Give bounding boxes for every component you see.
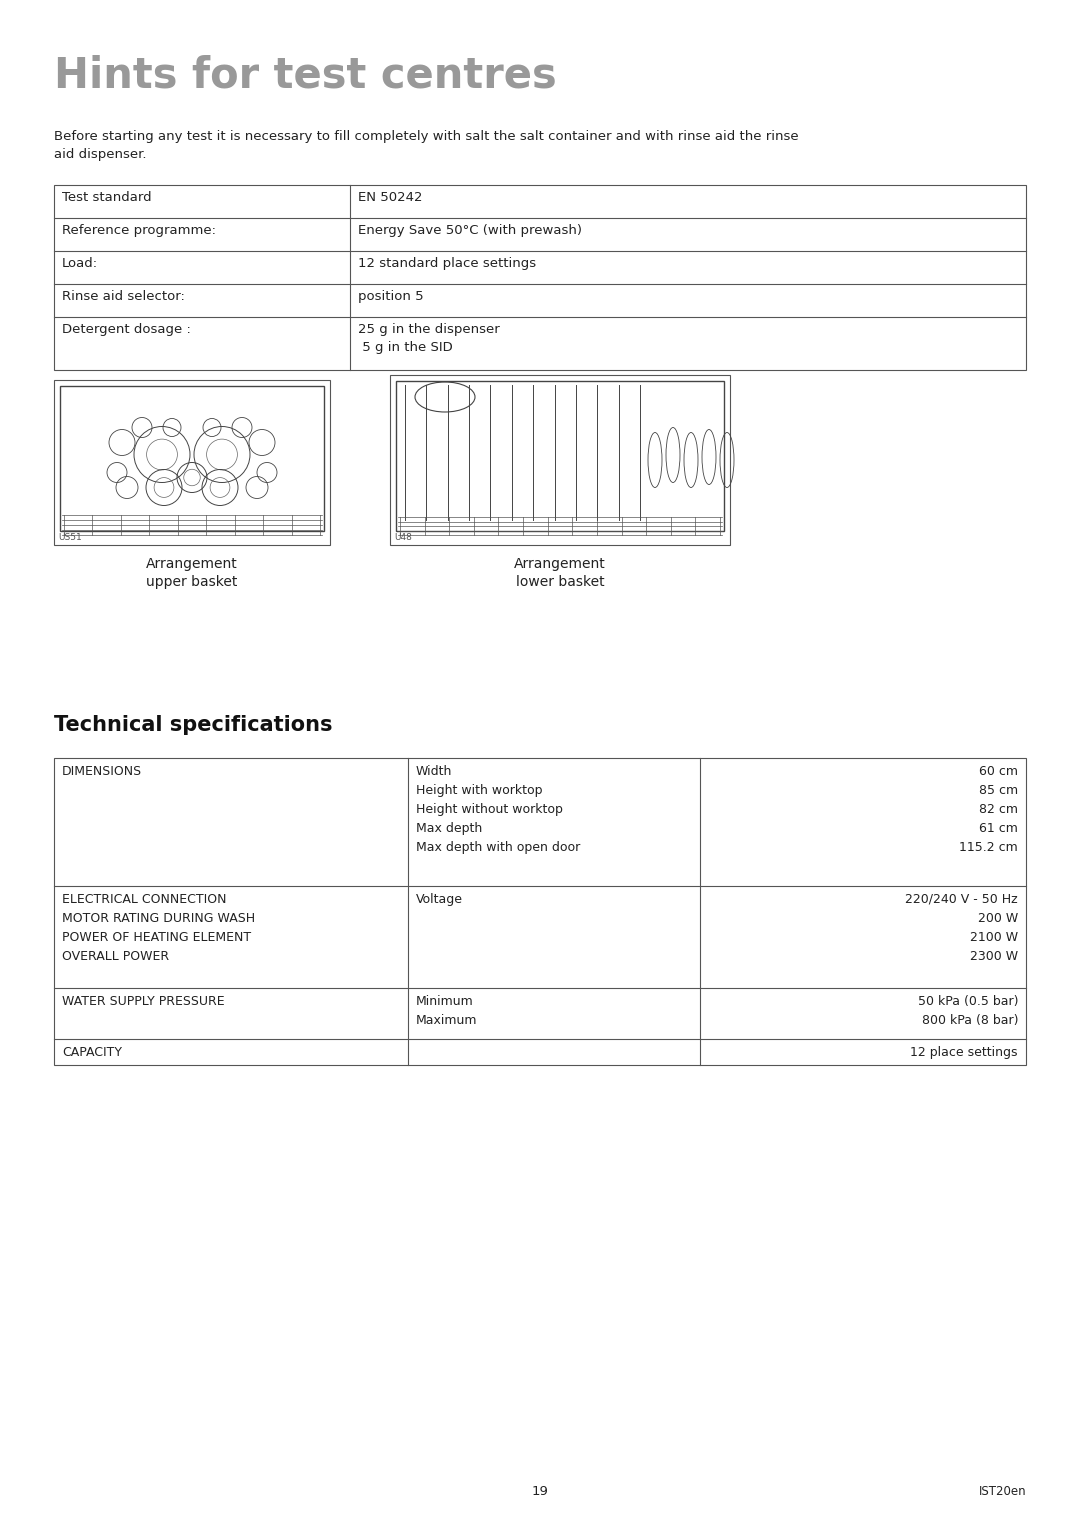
Text: Reference programme:: Reference programme: [62,224,216,237]
Text: US51: US51 [58,533,82,542]
Text: Hints for test centres: Hints for test centres [54,55,557,98]
Text: Before starting any test it is necessary to fill completely with salt the salt c: Before starting any test it is necessary… [54,130,798,162]
Text: 25 g in the dispenser
 5 g in the SID: 25 g in the dispenser 5 g in the SID [357,324,500,354]
Text: upper basket: upper basket [146,575,238,589]
Text: Load:: Load: [62,256,98,270]
Text: 220/240 V - 50 Hz
200 W
2100 W
2300 W: 220/240 V - 50 Hz 200 W 2100 W 2300 W [905,893,1018,963]
Text: Width
Height with worktop
Height without worktop
Max depth
Max depth with open d: Width Height with worktop Height without… [416,765,580,855]
Text: 60 cm
85 cm
82 cm
61 cm
115.2 cm: 60 cm 85 cm 82 cm 61 cm 115.2 cm [959,765,1018,855]
Text: Technical specifications: Technical specifications [54,716,333,736]
Bar [54,380,330,545]
Text: ELECTRICAL CONNECTION
MOTOR RATING DURING WASH
POWER OF HEATING ELEMENT
OVERALL : ELECTRICAL CONNECTION MOTOR RATING DURIN… [62,893,255,963]
Bar [54,185,1026,369]
Text: 50 kPa (0.5 bar)
800 kPa (8 bar): 50 kPa (0.5 bar) 800 kPa (8 bar) [918,995,1018,1027]
Text: 19: 19 [531,1485,549,1499]
Text: lower basket: lower basket [515,575,605,589]
Text: 12 standard place settings: 12 standard place settings [357,256,536,270]
Text: Arrangement: Arrangement [146,557,238,571]
Bar [396,382,724,531]
Text: Minimum
Maximum: Minimum Maximum [416,995,477,1027]
Bar [60,386,324,531]
Text: IST20en: IST20en [978,1485,1026,1499]
Text: Test standard: Test standard [62,191,151,204]
Bar [390,375,730,545]
Text: WATER SUPPLY PRESSURE: WATER SUPPLY PRESSURE [62,995,225,1009]
Text: EN 50242: EN 50242 [357,191,422,204]
Text: Rinse aid selector:: Rinse aid selector: [62,290,185,304]
Text: U48: U48 [394,533,411,542]
Text: Voltage: Voltage [416,893,463,906]
Text: Arrangement: Arrangement [514,557,606,571]
Text: CAPACITY: CAPACITY [62,1047,122,1059]
Text: DIMENSIONS: DIMENSIONS [62,765,143,778]
Text: position 5: position 5 [357,290,423,304]
Bar [54,758,1026,1065]
Text: Detergent dosage :: Detergent dosage : [62,324,191,336]
Text: 12 place settings: 12 place settings [910,1047,1018,1059]
Text: Energy Save 50°C (with prewash): Energy Save 50°C (with prewash) [357,224,582,237]
